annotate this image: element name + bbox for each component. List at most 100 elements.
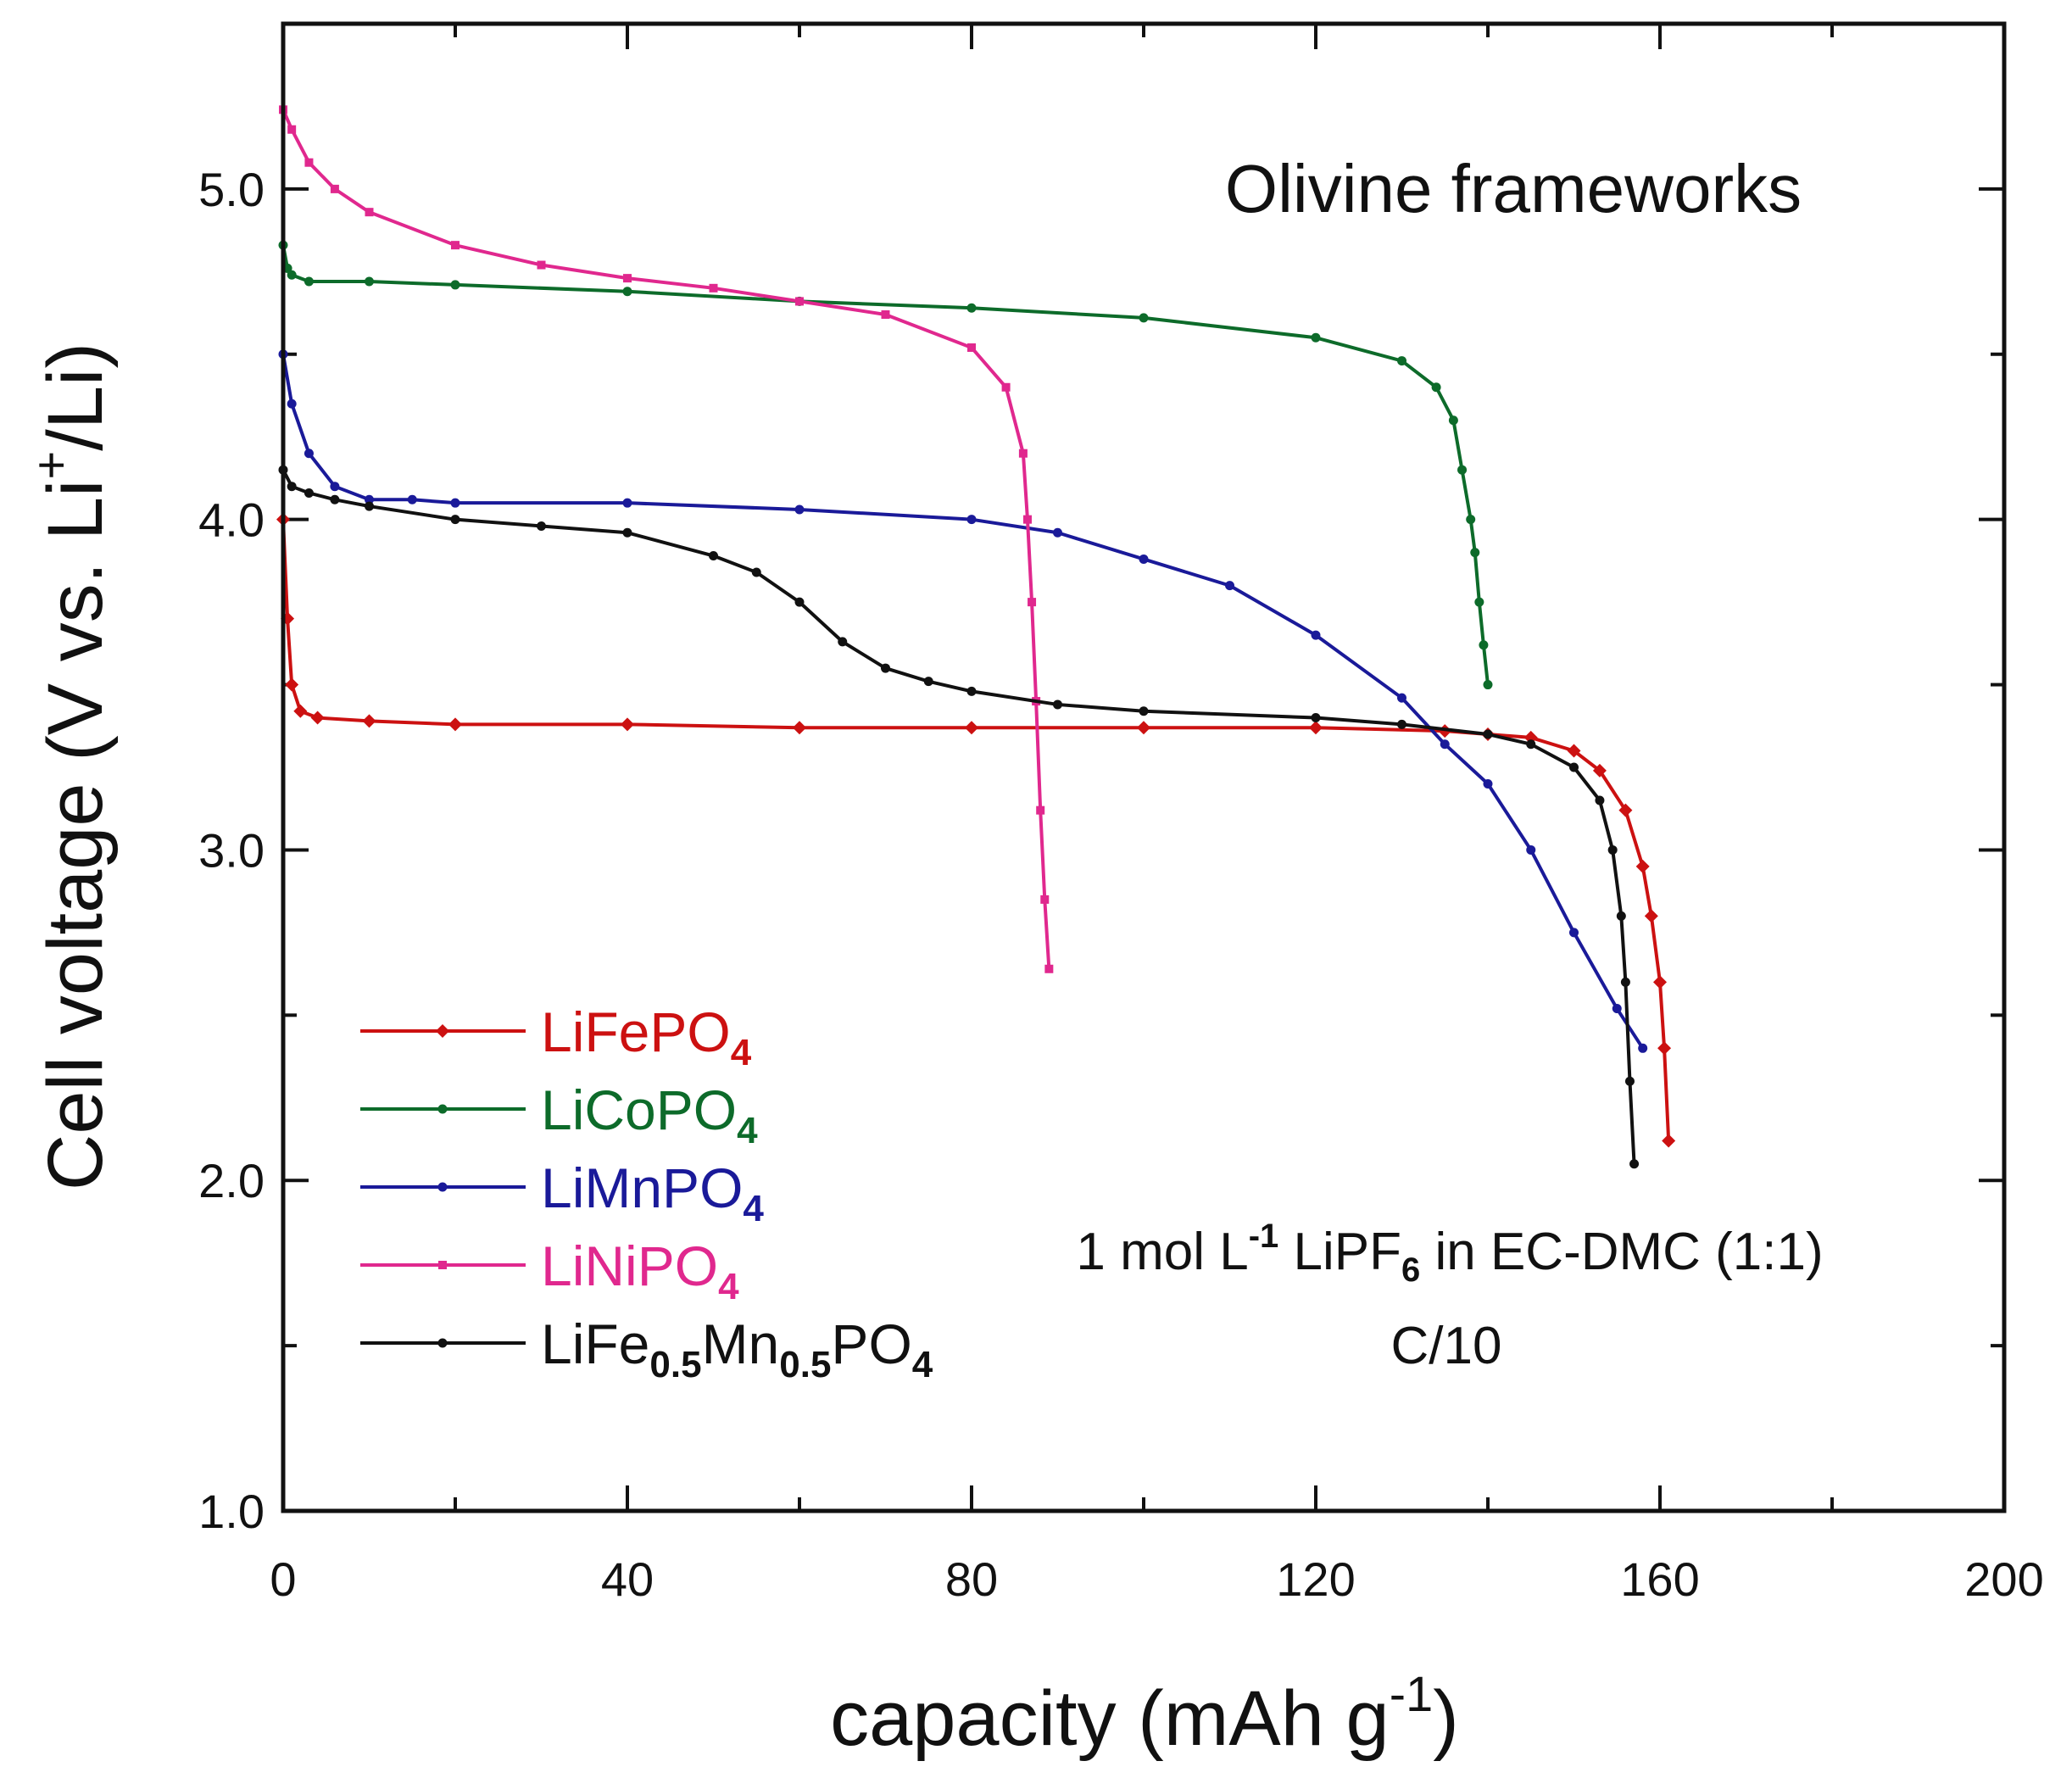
data-point — [304, 276, 314, 287]
data-point — [448, 717, 462, 732]
data-point — [293, 704, 308, 718]
legend-item-limnpo4: LiMnPO4 — [360, 1156, 764, 1229]
data-point — [1620, 977, 1630, 987]
data-point — [1028, 598, 1037, 607]
legend-item-life0-5mn0-5po4: LiFe0.5Mn0.5PO4 — [360, 1312, 933, 1385]
data-point — [287, 125, 297, 134]
data-point — [362, 714, 376, 728]
data-point — [1483, 680, 1493, 690]
data-point — [285, 677, 299, 692]
data-point — [966, 686, 977, 696]
data-point — [1612, 1004, 1622, 1014]
data-point — [967, 343, 976, 352]
data-point — [1311, 630, 1321, 640]
x-tick-label: 120 — [1276, 1552, 1355, 1606]
data-point — [1629, 1159, 1640, 1169]
data-point — [310, 711, 325, 725]
data-point — [1523, 730, 1538, 744]
x-axis-title: capacity (mAh g-1) — [830, 1667, 1459, 1762]
data-point — [622, 498, 632, 508]
data-point — [1001, 382, 1011, 392]
data-point — [1139, 706, 1149, 716]
data-point — [1431, 382, 1441, 393]
x-tick-label: 200 — [1964, 1552, 2043, 1606]
data-point — [1653, 975, 1667, 989]
legend-label: LiMnPO4 — [541, 1156, 764, 1229]
data-point — [1397, 719, 1406, 729]
legend-label: LiCoPO4 — [541, 1078, 758, 1151]
data-point — [794, 504, 805, 515]
data-point — [709, 283, 718, 293]
y-axis-title: Cell voltage (V vs. Li+/Li) — [24, 343, 119, 1190]
data-point — [1053, 699, 1062, 710]
data-point — [1635, 859, 1650, 873]
y-tick-label: 4.0 — [198, 493, 265, 547]
legend-swatch-marker — [438, 1261, 447, 1269]
data-point — [794, 597, 805, 607]
legend-label: LiNiPO4 — [541, 1234, 739, 1307]
data-point — [1309, 721, 1323, 735]
data-point — [622, 287, 632, 297]
data-point — [1139, 554, 1149, 564]
data-point — [330, 494, 340, 504]
data-point — [1595, 795, 1605, 805]
data-point — [1483, 729, 1493, 739]
data-point — [1036, 805, 1045, 815]
data-point — [1440, 739, 1450, 750]
data-point — [537, 521, 546, 531]
y-tick-label: 5.0 — [198, 163, 265, 216]
legend-label: LiFe0.5Mn0.5PO4 — [541, 1312, 933, 1385]
data-point — [1018, 449, 1028, 458]
data-point — [1607, 844, 1618, 855]
data-point — [450, 280, 460, 290]
data-point — [365, 276, 374, 287]
data-point — [1040, 894, 1050, 904]
data-point — [304, 488, 314, 498]
data-point — [365, 494, 374, 504]
data-point — [287, 398, 297, 409]
framework-annotation: Olivine frameworks — [1225, 151, 1802, 226]
data-point — [793, 721, 806, 735]
data-point — [407, 494, 417, 504]
data-point — [450, 498, 460, 508]
legend-swatch-marker — [437, 1182, 448, 1192]
data-point — [1022, 515, 1032, 524]
data-point — [709, 551, 718, 561]
data-point — [1526, 844, 1536, 855]
plot-frame — [281, 21, 2007, 1513]
data-point — [1616, 911, 1626, 921]
x-tick-label: 0 — [270, 1552, 296, 1606]
data-point — [751, 567, 761, 577]
data-point — [795, 297, 804, 306]
rate-annotation: C/10 — [1391, 1317, 1502, 1375]
data-point — [623, 274, 632, 283]
data-point — [1225, 581, 1234, 591]
x-tick-label: 160 — [1620, 1552, 1699, 1606]
data-point — [1466, 515, 1476, 525]
series-line-life0-5mn0-5po4 — [281, 469, 1636, 1164]
data-point — [1397, 356, 1406, 366]
series-limnpo4 — [278, 349, 1648, 1053]
data-point — [1526, 739, 1536, 750]
x-tick-labels: 0 40 80 120 160 200 — [270, 1552, 2043, 1606]
data-point — [1483, 778, 1493, 789]
data-point — [537, 260, 546, 270]
data-point — [966, 515, 977, 525]
data-point — [365, 208, 374, 217]
data-point — [304, 449, 314, 459]
data-point — [838, 637, 848, 647]
legend-swatch-marker — [437, 1104, 448, 1114]
series-lines — [276, 105, 1676, 1169]
data-point — [965, 721, 978, 735]
data-point — [1592, 763, 1607, 777]
y-tick-label: 2.0 — [198, 1154, 265, 1207]
data-point — [1311, 713, 1321, 723]
x-tick-label: 40 — [601, 1552, 654, 1606]
data-point — [1474, 597, 1484, 607]
series-line-linipo4 — [281, 109, 1051, 969]
data-point — [1470, 548, 1480, 558]
data-point — [330, 482, 340, 492]
series-lifepo4 — [276, 512, 1676, 1148]
data-point — [304, 158, 314, 167]
